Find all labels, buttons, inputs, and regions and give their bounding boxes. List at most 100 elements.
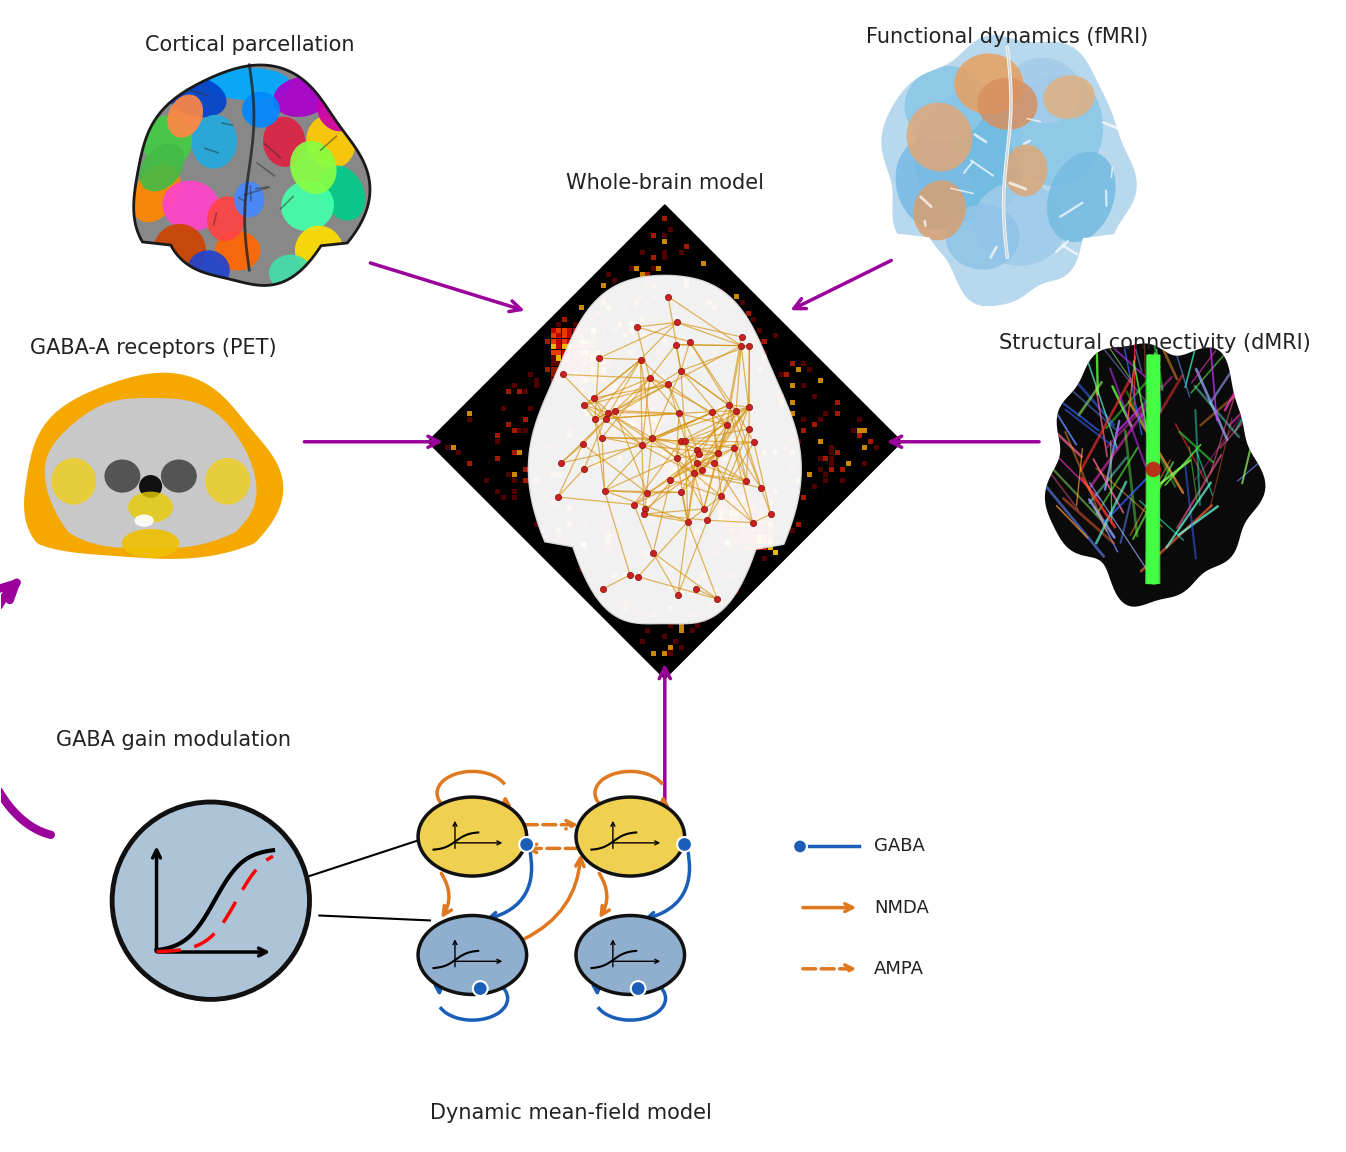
Circle shape — [112, 802, 310, 1000]
Bar — [634, 411, 639, 416]
Ellipse shape — [419, 797, 526, 876]
Bar — [756, 500, 762, 506]
Bar — [707, 478, 712, 483]
Bar — [707, 456, 712, 461]
Bar — [701, 411, 707, 416]
Bar — [657, 433, 661, 439]
Bar — [600, 283, 606, 288]
Ellipse shape — [207, 68, 291, 100]
Bar — [678, 461, 684, 467]
Bar — [678, 623, 684, 628]
Bar — [623, 433, 629, 439]
Bar — [612, 427, 616, 433]
Bar — [818, 439, 822, 444]
Bar — [612, 384, 616, 388]
Bar — [717, 539, 723, 544]
Ellipse shape — [954, 53, 1023, 114]
Bar — [735, 539, 739, 544]
Bar — [795, 478, 801, 483]
Bar — [639, 333, 645, 339]
Bar — [662, 217, 668, 221]
Bar — [717, 523, 723, 528]
Bar — [701, 361, 707, 366]
Bar — [639, 394, 645, 400]
Bar — [651, 439, 656, 444]
Bar — [573, 333, 577, 339]
Bar — [662, 250, 668, 255]
Bar — [584, 344, 590, 349]
Bar — [712, 384, 717, 388]
Bar — [495, 433, 501, 439]
Bar — [712, 317, 717, 321]
Bar — [651, 417, 656, 422]
Bar — [712, 433, 717, 439]
Bar — [623, 384, 629, 388]
Bar — [762, 556, 767, 561]
Bar — [668, 450, 673, 455]
Ellipse shape — [135, 515, 153, 526]
Bar — [701, 573, 707, 577]
Bar — [712, 439, 717, 444]
Bar — [551, 523, 556, 528]
Bar — [735, 294, 739, 300]
Bar — [728, 484, 734, 488]
Bar — [835, 411, 840, 416]
Bar — [584, 323, 590, 327]
Bar — [756, 366, 762, 372]
Bar — [717, 289, 723, 294]
Ellipse shape — [915, 92, 1026, 222]
Bar — [762, 490, 767, 494]
Bar — [668, 467, 673, 472]
Bar — [696, 623, 700, 628]
Bar — [740, 467, 744, 472]
Bar — [551, 344, 556, 349]
Bar — [723, 545, 728, 550]
Bar — [668, 584, 673, 589]
Bar — [868, 439, 874, 444]
Bar — [573, 450, 577, 455]
Bar — [746, 494, 751, 500]
Bar — [595, 350, 600, 355]
Bar — [584, 356, 590, 361]
Bar — [696, 417, 700, 422]
Ellipse shape — [262, 116, 306, 167]
Bar — [629, 445, 634, 449]
Bar — [712, 472, 717, 477]
Bar — [612, 417, 616, 422]
Bar — [606, 545, 611, 550]
Bar — [529, 406, 533, 410]
Bar — [863, 461, 867, 467]
Bar — [590, 350, 595, 355]
Bar — [623, 361, 629, 366]
Bar — [668, 227, 673, 233]
Bar — [662, 478, 668, 483]
Ellipse shape — [207, 196, 245, 241]
Polygon shape — [1044, 343, 1265, 607]
Bar — [668, 289, 673, 294]
Bar — [606, 423, 611, 427]
Bar — [573, 366, 577, 372]
Text: Whole-brain model: Whole-brain model — [565, 173, 763, 194]
Bar — [618, 323, 622, 327]
Bar — [851, 427, 856, 433]
Bar — [801, 384, 806, 388]
Bar — [568, 394, 572, 400]
Bar — [690, 439, 695, 444]
Bar — [751, 494, 756, 500]
Bar — [662, 461, 668, 467]
Bar — [600, 372, 606, 377]
Bar — [668, 456, 673, 461]
Bar — [795, 439, 801, 444]
Bar — [606, 400, 611, 406]
Bar — [707, 445, 712, 449]
Ellipse shape — [576, 797, 685, 876]
Bar — [690, 456, 695, 461]
Bar — [818, 378, 822, 382]
Bar — [590, 372, 595, 377]
Bar — [623, 378, 629, 382]
Bar — [590, 344, 595, 349]
Bar — [762, 494, 767, 500]
Bar — [634, 406, 639, 410]
Bar — [668, 484, 673, 488]
Bar — [551, 361, 556, 366]
